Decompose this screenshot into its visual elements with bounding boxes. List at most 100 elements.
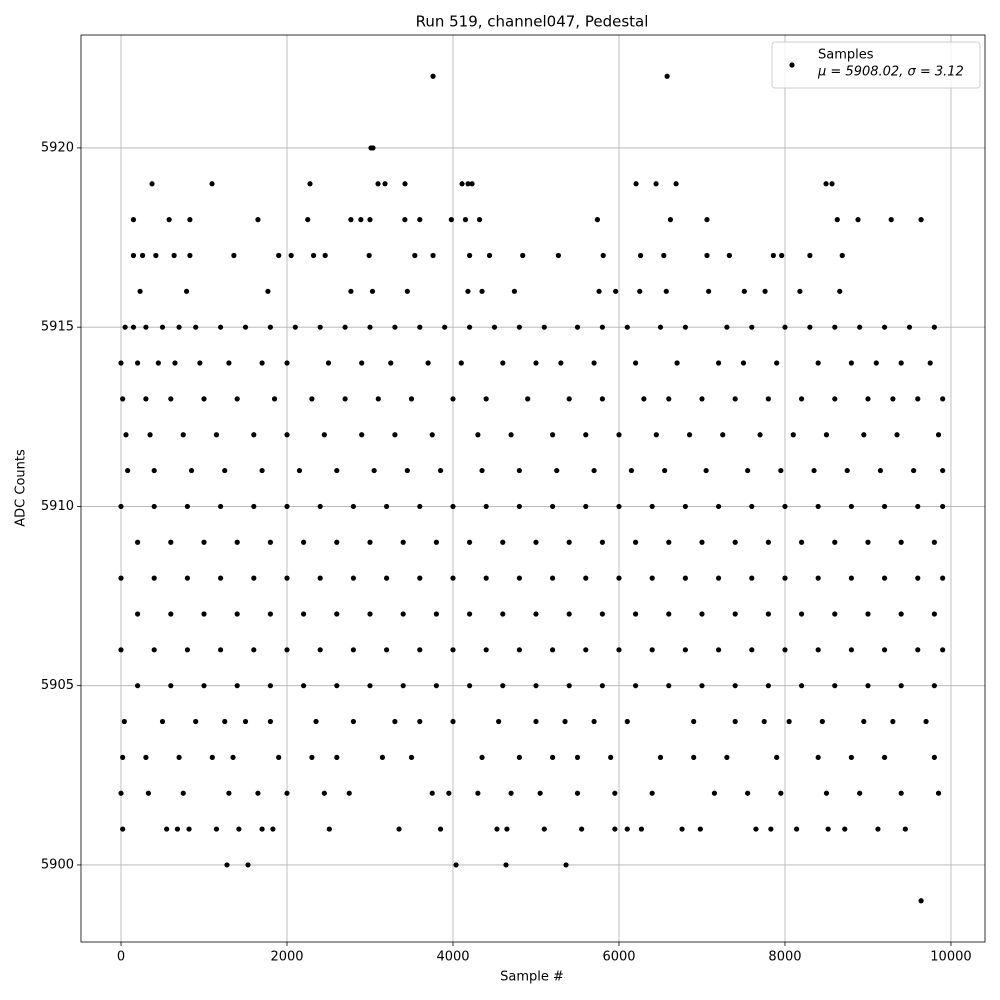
point [745, 467, 751, 474]
point [657, 754, 664, 760]
point [596, 288, 602, 294]
point [832, 396, 838, 402]
point [120, 396, 126, 402]
point [732, 539, 738, 545]
point [699, 396, 705, 402]
point [537, 790, 543, 796]
point [533, 539, 539, 545]
point [798, 611, 805, 617]
point [383, 503, 390, 510]
point [267, 611, 273, 617]
point [171, 252, 177, 259]
point [594, 217, 601, 223]
point [591, 718, 597, 725]
point [902, 826, 908, 832]
point [251, 503, 257, 510]
point [637, 252, 644, 259]
point [375, 396, 381, 402]
point [284, 503, 290, 510]
point [541, 826, 547, 832]
point [367, 324, 373, 330]
point [466, 324, 473, 330]
point [346, 790, 352, 796]
point [392, 718, 398, 725]
point [300, 611, 307, 617]
point [130, 252, 137, 259]
point [865, 611, 871, 617]
point [667, 217, 674, 223]
point [881, 503, 888, 510]
point [724, 754, 730, 760]
point [563, 862, 569, 868]
point [366, 252, 372, 259]
point [168, 683, 174, 689]
point [682, 324, 688, 330]
point [359, 360, 365, 366]
point [367, 683, 373, 689]
point [193, 718, 199, 725]
point [342, 324, 348, 330]
point [666, 611, 672, 617]
point [753, 826, 759, 832]
point [782, 324, 788, 330]
point [703, 467, 709, 474]
point [682, 647, 688, 653]
point [234, 396, 240, 402]
point [230, 754, 236, 760]
point [121, 718, 127, 725]
point [549, 432, 556, 438]
point [574, 754, 581, 760]
point [483, 647, 489, 653]
point [255, 790, 261, 796]
point [213, 432, 220, 438]
point [396, 826, 402, 832]
point [591, 467, 597, 474]
point [825, 826, 831, 832]
point [786, 718, 792, 725]
point [666, 539, 672, 545]
point [122, 324, 128, 330]
point [130, 217, 137, 223]
point [915, 503, 921, 510]
point [649, 503, 655, 510]
point [906, 324, 913, 330]
point [151, 647, 157, 653]
point [222, 718, 228, 725]
point [137, 288, 143, 294]
point [267, 539, 273, 545]
point [798, 539, 805, 545]
point [762, 288, 768, 294]
point [187, 217, 193, 223]
point [430, 252, 436, 259]
point [429, 790, 435, 796]
point [894, 432, 900, 438]
point [732, 683, 738, 689]
point [583, 575, 589, 581]
point [508, 432, 514, 438]
point [267, 324, 273, 330]
point [151, 575, 157, 581]
point [682, 503, 688, 510]
point [935, 432, 942, 438]
point [466, 539, 473, 545]
legend-marker [789, 62, 795, 68]
point [706, 288, 712, 294]
point [599, 611, 605, 617]
point [130, 324, 137, 330]
point [176, 754, 182, 760]
point [749, 503, 755, 510]
point [574, 790, 581, 796]
point [317, 647, 323, 653]
point [624, 826, 630, 832]
point [466, 611, 473, 617]
point [715, 360, 722, 366]
point [120, 826, 126, 832]
point [218, 503, 224, 510]
point [201, 611, 207, 617]
point [873, 360, 879, 366]
point [412, 252, 418, 259]
point [663, 288, 669, 294]
point [583, 647, 589, 653]
point [153, 252, 159, 259]
point [848, 575, 854, 581]
